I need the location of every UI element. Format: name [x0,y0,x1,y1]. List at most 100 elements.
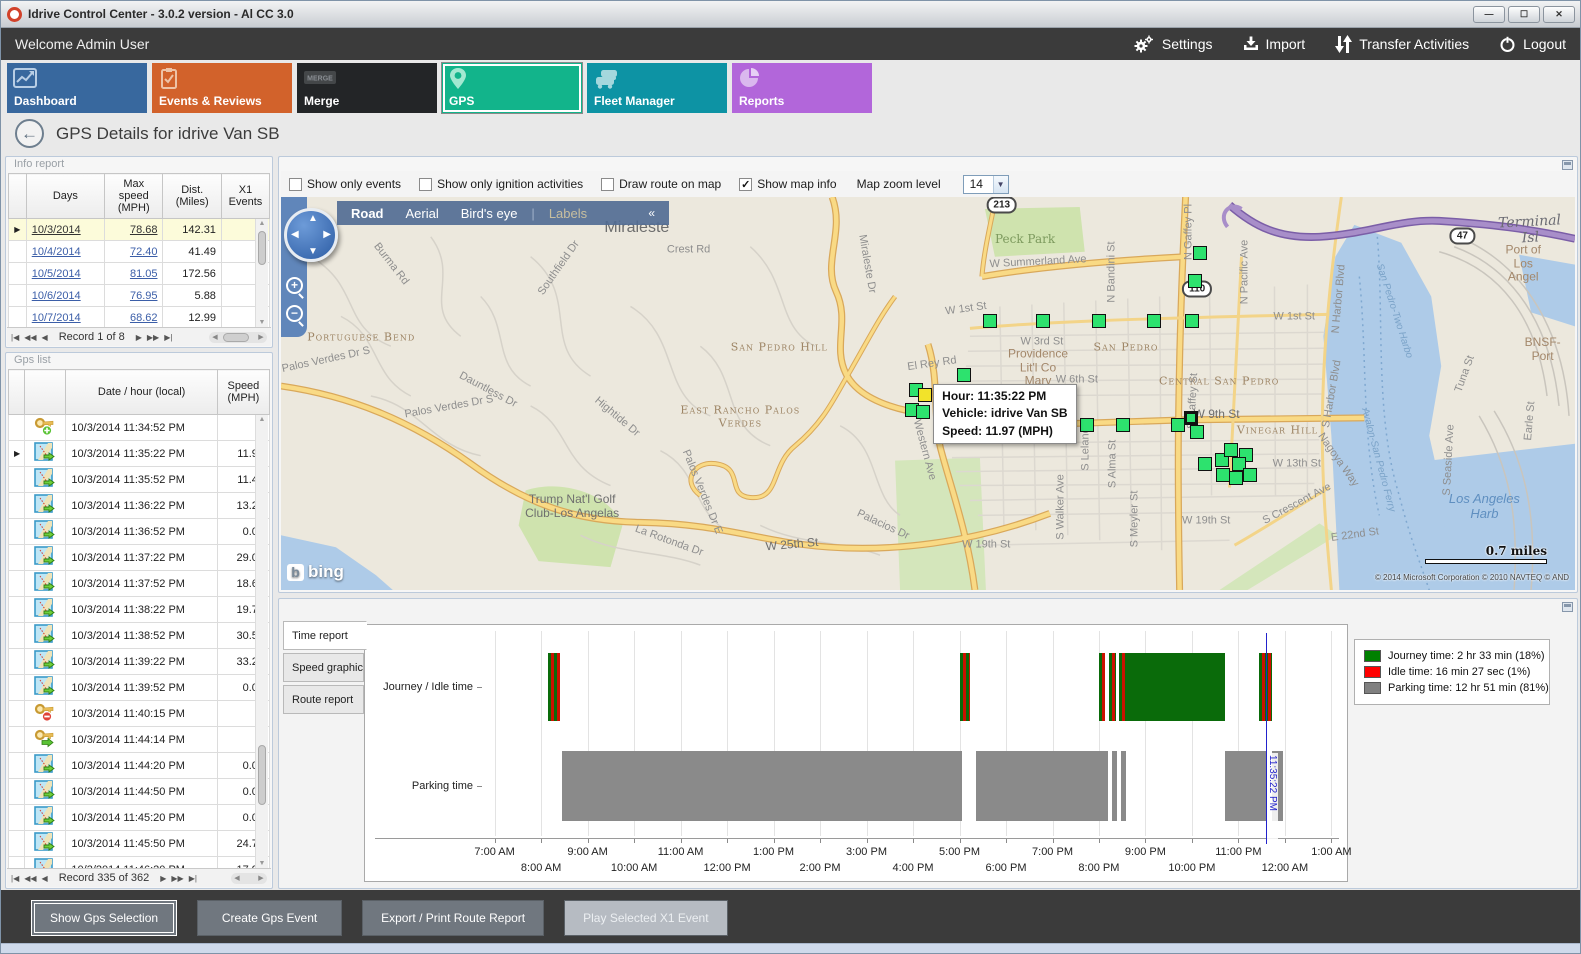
map-compass-control[interactable]: ▲ ▼ ◀ ▶ [284,208,338,262]
route-shield: 47 [1449,227,1475,245]
minimize-button[interactable]: — [1473,5,1505,23]
gps-marker[interactable] [1243,468,1258,483]
map-zoom-level-select[interactable]: 14 ▼ [962,174,1009,194]
zoom-in-button[interactable]: + [286,277,303,294]
gps-row: ▶ 10/3/2014 11:35:22 PM 11.97 [8,440,270,467]
tooltip-speed: Speed: 11.97 (MPH) [942,423,1053,438]
tab-route-report[interactable]: Route report [283,685,364,714]
gps-marker[interactable] [1116,417,1131,432]
button-create-gps-event[interactable]: Create Gps Event [197,899,343,936]
map-label: Central San Pedro [1159,374,1280,388]
zoom-out-button[interactable]: − [286,305,303,322]
map-label: San Pedro [1093,340,1159,354]
gps-marker[interactable] [957,367,972,382]
gps-marker[interactable] [1147,313,1162,328]
pan-right-icon[interactable]: ▶ [323,229,331,240]
selected-gps-marker[interactable] [918,388,933,403]
day-link: 10/4/2014 [31,245,81,258]
gps-point-icon [23,570,67,597]
tooltip-hour: Hour: 11:35:22 PM [942,389,1047,404]
chart-collapse-icon[interactable] [1562,602,1573,612]
gps-marker[interactable] [1184,313,1199,328]
gps-marker[interactable] [1192,245,1207,260]
map-label: San Pedro Hill [730,340,828,354]
gps-marker[interactable] [1190,425,1205,440]
gps-marker[interactable] [1187,273,1202,288]
gps-marker[interactable] [1170,417,1185,432]
gps-marker[interactable] [983,313,998,328]
menu-import[interactable]: Import [1243,36,1305,52]
info-col-header[interactable]: X1 Events [220,173,270,219]
x-axis-label: 9:00 AM [567,846,608,858]
transfer-icon [1335,35,1353,53]
gps-list-pager[interactable]: |◀ ◀◀ ◀ Record 335 of 362 ▶ ▶▶ ▶| ◀ ▶ [7,868,271,887]
map-label: Port of Los Angel [1505,242,1541,284]
gps-marker[interactable] [1216,468,1231,483]
pan-up-icon[interactable]: ▲ [308,213,318,224]
button-show-gps-selection[interactable]: Show Gps Selection [31,899,178,936]
x-axis-label: 12:00 AM [1261,862,1309,874]
gps-marker[interactable] [1228,471,1243,486]
map-scale-label: 0.7 miles [1485,544,1547,558]
menu-transfer-activities[interactable]: Transfer Activities [1335,35,1469,53]
gps-marker[interactable] [1231,457,1246,472]
tile-fleet-manager[interactable]: Fleet Manager [587,63,727,113]
map-view[interactable]: Miraleste Crest Rd Burma Rd Southfield Dr Mi… [281,197,1575,590]
events-icon [158,67,182,96]
x-axis-label: 5:00 PM [939,846,980,858]
gps-marker[interactable] [1091,313,1106,328]
info-report-table: Days Max speed (MPH) Dist. (Miles) X1 Event… [8,173,270,327]
checkbox-show-only-ignition-activities[interactable]: Show only ignition activities [419,177,583,191]
gps-row: 10/3/2014 11:37:22 PM 29.05 [8,544,270,571]
gps-marker[interactable] [1223,443,1238,458]
pan-left-icon[interactable]: ◀ [291,229,299,240]
map-style-aerial[interactable]: Aerial [405,205,439,221]
tile-dashboard[interactable]: Dashboard [7,63,147,113]
gps-marker[interactable] [1197,457,1212,472]
close-button[interactable]: ✕ [1543,5,1575,23]
info-col-header[interactable]: Dist. (Miles) [162,173,222,219]
page-title: GPS Details for idrive Van SB [56,123,280,143]
info-report-panel: Info report Days Max speed (MPH) Dist. (Mi… [5,156,273,348]
tab-speed-graphic[interactable]: Speed graphic [283,653,364,682]
tile-reports[interactable]: Reports [732,63,872,113]
info-report-pager[interactable]: |◀ ◀◀ ◀ Record 1 of 8 ▶ ▶▶ ▶| ◀ ▶ [7,327,271,346]
menu-settings[interactable]: Settings [1133,35,1213,53]
x-axis-label: 10:00 AM [610,862,658,874]
map-style-birdseye[interactable]: Bird's eye [460,205,518,221]
checkbox-show-map-info[interactable]: ✓ Show map info [739,177,837,191]
tile-events-reviews[interactable]: Events & Reviews [152,63,292,113]
gps-list-scrollbar[interactable]: ▲ ▼ [255,415,268,868]
mixed-segment [1098,653,1106,721]
gps-marker[interactable] [1080,417,1095,432]
gps-marker[interactable] [1183,411,1198,426]
tile-merge[interactable]: MERGE Merge [297,63,437,113]
gps-marker[interactable] [915,404,930,419]
gps-point-icon [23,596,67,623]
tile-gps[interactable]: GPS [442,63,582,113]
pan-down-icon[interactable]: ▼ [308,246,318,257]
info-report-scrollbar[interactable]: ▲ ▼ [255,219,268,327]
row-label: Journey / Idle time [383,681,473,693]
back-button[interactable]: ← [15,119,44,148]
checkbox-show-only-events[interactable]: Show only events [289,177,401,191]
gps-col-header[interactable]: Date / hour (local) [65,369,218,415]
legend-item: Journey time: 2 hr 33 min (18%) [1364,650,1549,662]
map-label: S Alma St [1106,440,1119,489]
tooltip-vehicle: Vehicle: idrive Van SB [942,406,1068,421]
maximize-button[interactable]: ☐ [1508,5,1540,23]
gps-col-header[interactable]: Speed (MPH) [216,369,270,415]
map-style-road[interactable]: Road [351,205,384,221]
menu-logout[interactable]: Logout [1499,36,1566,53]
toolbar-collapse-icon[interactable]: « [648,206,655,220]
map-style-labels[interactable]: Labels [548,205,588,221]
max-speed-link: 76.95 [129,289,158,302]
checkbox-draw-route-on-map[interactable]: Draw route on map [601,177,721,191]
info-col-header[interactable]: Max speed (MPH) [104,173,164,219]
button-export-print-route-report[interactable]: Export / Print Route Report [362,899,545,936]
max-speed-link: 81.05 [129,267,158,280]
info-col-header[interactable]: Days [25,173,106,219]
map-collapse-icon[interactable] [1562,160,1573,170]
tab-time-report[interactable]: Time report [283,621,367,650]
gps-marker[interactable] [1036,313,1051,328]
